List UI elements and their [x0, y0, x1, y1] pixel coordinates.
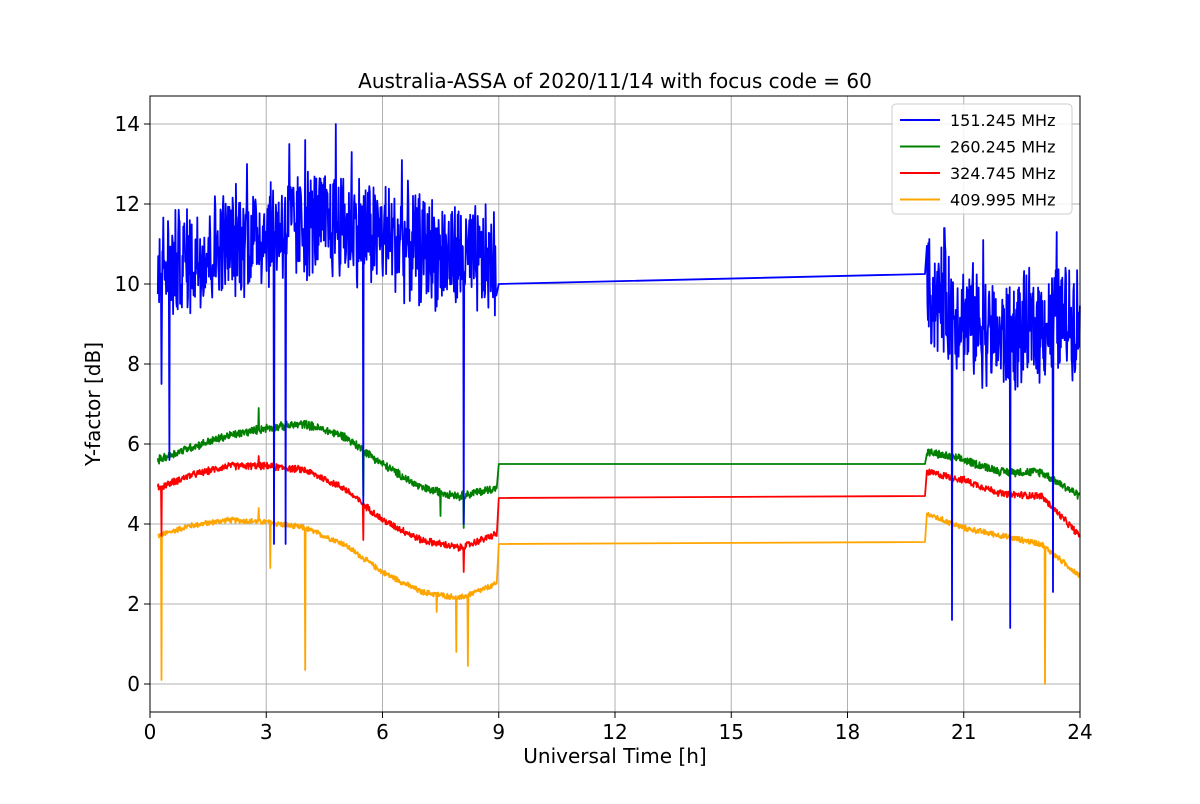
- y-tick-label: 4: [127, 512, 140, 536]
- series-line-0: [156, 123, 1081, 629]
- y-tick-label: 8: [127, 352, 140, 376]
- x-tick-label: 6: [376, 720, 389, 744]
- x-tick-label: 0: [144, 720, 157, 744]
- series-line-3: [157, 507, 1081, 685]
- series-lines: [156, 123, 1081, 685]
- x-tick-label: 9: [492, 720, 505, 744]
- x-tick-label: 15: [719, 720, 744, 744]
- x-axis-label: Universal Time [h]: [523, 744, 706, 768]
- legend-label: 151.245 MHz: [950, 111, 1055, 130]
- y-axis-label: Y-factor [dB]: [81, 342, 105, 467]
- y-tick-label: 14: [115, 112, 140, 136]
- x-tick-label: 21: [951, 720, 976, 744]
- legend-box: [891, 103, 1073, 215]
- legend: 151.245 MHz 260.245 MHz 324.745 MHz 409.995…: [891, 103, 1073, 215]
- x-tick-label: 12: [602, 720, 627, 744]
- series-line-2: [156, 455, 1081, 573]
- y-tick-label: 2: [127, 592, 140, 616]
- x-tick-label: 3: [260, 720, 273, 744]
- legend-label: 260.245 MHz: [950, 138, 1055, 157]
- legend-label: 324.745 MHz: [950, 164, 1055, 183]
- x-tick-label: 24: [1067, 720, 1092, 744]
- chart-title: Australia-ASSA of 2020/11/14 with focus …: [358, 69, 872, 93]
- y-tick-label: 0: [127, 672, 140, 696]
- x-tick-label: 18: [835, 720, 860, 744]
- y-tick-label: 10: [115, 272, 140, 296]
- y-tick-label: 12: [115, 192, 140, 216]
- series-line-1: [156, 407, 1081, 529]
- legend-label: 409.995 MHz: [950, 191, 1055, 210]
- y-tick-label: 6: [127, 432, 140, 456]
